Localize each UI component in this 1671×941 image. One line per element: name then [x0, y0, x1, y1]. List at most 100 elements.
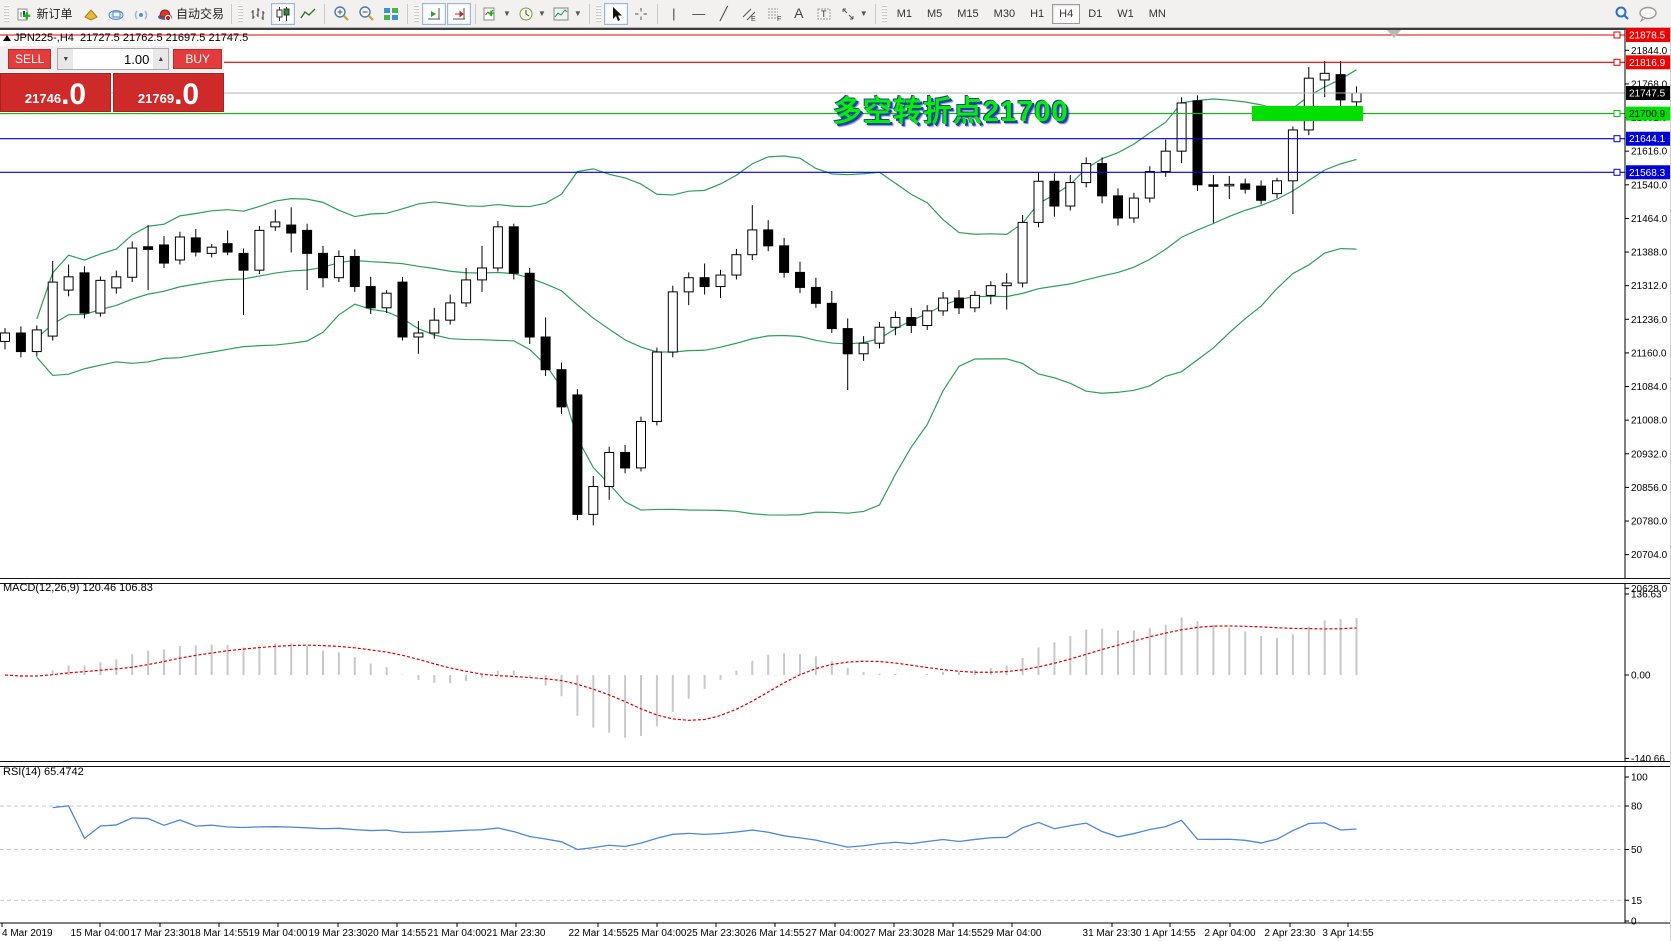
timeframe-h1-button[interactable]: H1: [1023, 4, 1051, 24]
toolbar-grip[interactable]: [4, 4, 9, 23]
bear-candle: [524, 272, 535, 338]
text-button[interactable]: A: [787, 3, 811, 25]
profiles-button[interactable]: [79, 3, 103, 25]
indicators-icon: [483, 7, 495, 20]
level-line-handle[interactable]: [1613, 135, 1621, 143]
volume-stepper: ▼ ▲: [57, 48, 170, 70]
search-button[interactable]: [1610, 3, 1634, 25]
timeframe-d1-button[interactable]: D1: [1081, 4, 1109, 24]
indicators-button[interactable]: ▼: [480, 3, 514, 25]
toolbar-separator: [874, 3, 876, 24]
rsi-pane-separator[interactable]: [0, 761, 1671, 767]
chart-shift-button[interactable]: [447, 2, 472, 25]
toolbar-grip[interactable]: [414, 4, 420, 23]
vertical-line-icon: |: [672, 6, 676, 21]
timeframe-m1-button[interactable]: M1: [890, 4, 919, 24]
horizontal-line-button[interactable]: —: [687, 3, 711, 25]
price-tag[interactable]: [1626, 131, 1671, 146]
periods-button[interactable]: ▼: [515, 3, 549, 25]
toolbar-grip[interactable]: [881, 4, 887, 23]
toolbar-separator: [324, 3, 326, 24]
level-line-handle[interactable]: [1613, 31, 1621, 39]
price-axis-tick-label: 20856.0: [1631, 483, 1668, 494]
zoom-out-button[interactable]: [354, 3, 378, 25]
timeframe-w1-button[interactable]: W1: [1110, 4, 1141, 24]
sell-price-display[interactable]: 21746 .0: [0, 73, 111, 112]
tile-windows-button[interactable]: [379, 3, 403, 25]
sell-button[interactable]: SELL: [8, 49, 52, 69]
time-axis-label: 21 Mar 04:00: [428, 928, 487, 939]
price-axis-tick-label: 21616.0: [1631, 147, 1668, 158]
volume-input[interactable]: [73, 49, 154, 69]
timeframe-m15-button[interactable]: M15: [950, 4, 985, 24]
time-axis-label: 29 Mar 04:00: [983, 928, 1042, 939]
bull-candle: [1351, 92, 1362, 103]
macd-pane-separator[interactable]: [0, 578, 1671, 584]
timeframe-mn-button[interactable]: MN: [1142, 4, 1173, 24]
zoom-in-button[interactable]: [329, 3, 353, 25]
bull-candle: [206, 246, 217, 254]
buy-price-display[interactable]: 21769 .0: [113, 73, 224, 112]
toolbar-grip[interactable]: [238, 4, 244, 23]
price-tag[interactable]: [1626, 165, 1671, 180]
timeframe-m30-button[interactable]: M30: [987, 4, 1022, 24]
signals-button[interactable]: [129, 3, 153, 25]
arrows-button[interactable]: ▼: [837, 3, 871, 25]
templates-button[interactable]: ▼: [550, 3, 585, 25]
candlestick-chart-button[interactable]: [271, 2, 296, 25]
chart-text-annotation[interactable]: 多空转折点21700: [833, 96, 1069, 128]
new-order-button[interactable]: 新订单: [12, 3, 78, 25]
price-tag-label: 21747.5: [1629, 89, 1666, 100]
one-click-trading-panel: SELL ▼ ▲ BUY 21746 .0 21769 .0: [0, 46, 224, 112]
virtual-hosting-button[interactable]: [104, 3, 128, 25]
time-axis-label: 18 Mar 14:55: [190, 928, 249, 939]
trade-panel-controls: SELL ▼ ▲ BUY: [0, 46, 224, 72]
text-label-button[interactable]: T: [812, 3, 836, 25]
price-axis-tick-label: 21844.0: [1631, 46, 1668, 57]
timeframe-m5-button[interactable]: M5: [920, 4, 949, 24]
sell-price-main: 21746: [24, 91, 62, 106]
crosshair-button[interactable]: [629, 3, 653, 25]
price-tag[interactable]: [1626, 28, 1671, 43]
bollinger-lower-band: [36, 247, 1357, 516]
bear-candle: [620, 451, 631, 469]
bar-chart-button[interactable]: [246, 3, 270, 25]
vertical-line-button[interactable]: |: [662, 3, 686, 25]
bull-candle: [445, 302, 456, 321]
bear-candle: [556, 369, 567, 408]
dropdown-caret: ▼: [573, 9, 582, 18]
fibonacci-button[interactable]: F: [762, 3, 786, 25]
toolbar-grip[interactable]: [595, 4, 601, 23]
auto-scroll-button[interactable]: [422, 2, 447, 25]
trendline-button[interactable]: ╱: [712, 3, 736, 25]
price-axis-tick-label: 21084.0: [1631, 382, 1668, 393]
bull-candle: [604, 451, 615, 488]
price-tag[interactable]: [1626, 55, 1671, 70]
highlight-rectangle[interactable]: [1252, 106, 1363, 121]
level-line-handle[interactable]: [1613, 110, 1621, 118]
timeframe-h4-button[interactable]: H4: [1052, 3, 1081, 24]
level-line-handle[interactable]: [1613, 58, 1621, 66]
bear-candle: [699, 277, 710, 288]
macd-axis-label: -140.66: [1631, 754, 1665, 765]
volume-increase-button[interactable]: ▲: [153, 49, 169, 69]
price-tag[interactable]: [1626, 106, 1671, 121]
line-chart-button[interactable]: [296, 3, 320, 25]
volume-decrease-button[interactable]: ▼: [58, 49, 74, 69]
chart-shift-marker-icon[interactable]: [1387, 30, 1401, 38]
chat-button[interactable]: [1635, 3, 1661, 25]
autotrading-button[interactable]: 自动交易: [154, 3, 227, 25]
sell-price-fraction: .0: [61, 78, 87, 111]
cursor-button[interactable]: [603, 2, 628, 25]
equidistant-channel-button[interactable]: E: [737, 3, 761, 25]
price-tag[interactable]: [1626, 86, 1671, 100]
buy-button[interactable]: BUY: [173, 49, 222, 69]
bear-candle: [779, 245, 790, 273]
arrows-icon: [842, 8, 854, 19]
zoom-in-icon: [333, 6, 349, 21]
text-icon: A: [794, 5, 804, 21]
bull-candle: [651, 351, 662, 422]
trade-panel-collapse-icon[interactable]: [3, 35, 11, 41]
level-line-handle[interactable]: [1613, 168, 1621, 176]
